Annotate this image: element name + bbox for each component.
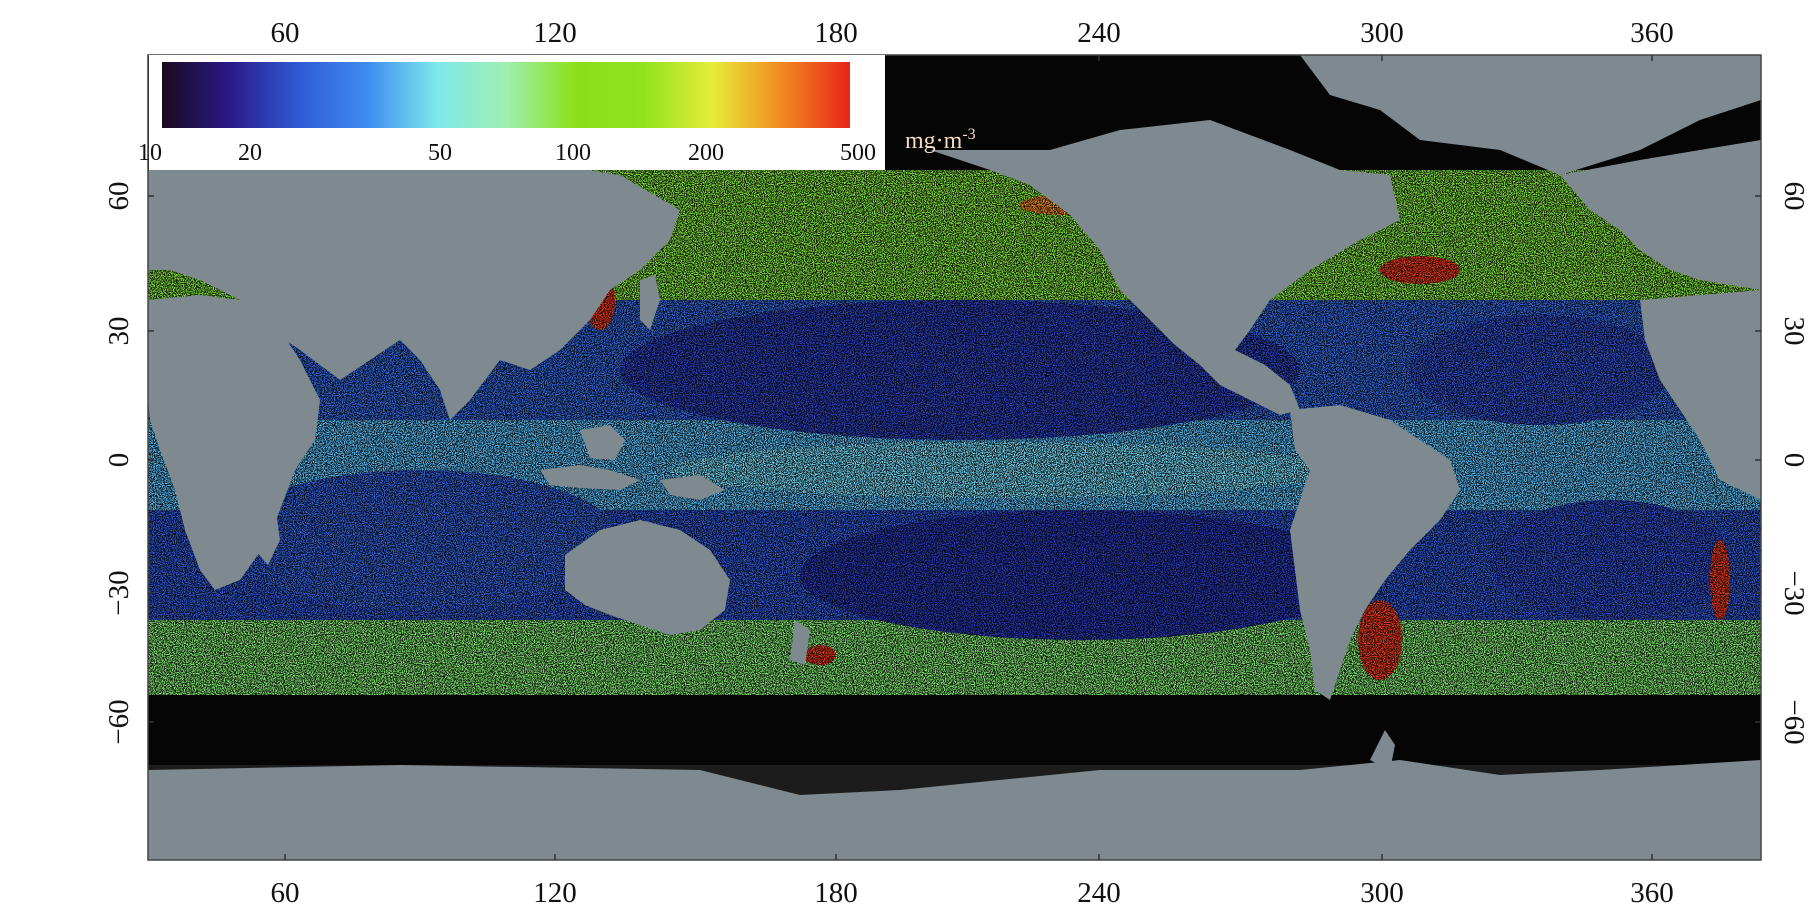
x-tick-label: 180: [814, 17, 858, 49]
x-tick-label: 360: [1630, 877, 1674, 909]
colorbar-tick-label: 50: [428, 140, 452, 166]
new-zealand: [790, 620, 810, 665]
x-axis-top: 60 120 180 240 300 360: [271, 17, 1674, 49]
x-tick-label: 120: [533, 877, 577, 909]
y-axis-right: 60 30 0 −30 −60: [1778, 182, 1809, 745]
borneo: [580, 425, 625, 460]
y-tick-label: −30: [103, 570, 135, 615]
colorbar-legend: 10 20 50 100 200 500 mg·m-3: [138, 55, 976, 170]
y-tick-label: 60: [103, 182, 135, 211]
japan: [640, 275, 660, 330]
colorbar-tick-label: 500: [840, 140, 876, 166]
y-tick-label: 30: [103, 317, 135, 346]
x-tick-label: 120: [533, 17, 577, 49]
antarctic-no-data: [148, 695, 1761, 765]
colorbar-unit: mg·m-3: [905, 126, 976, 154]
madagascar: [255, 505, 280, 565]
antarctic-peninsula: [1370, 730, 1395, 770]
south-america: [1290, 405, 1460, 700]
y-tick-label: 60: [1778, 182, 1809, 211]
new-guinea: [660, 475, 725, 500]
antarctica: [148, 760, 1761, 860]
colorbar-tick-label: 200: [688, 140, 724, 166]
y-tick-label: 0: [1778, 453, 1809, 468]
y-tick-label: 30: [1778, 317, 1809, 346]
colorbar-tick-label: 20: [238, 140, 262, 166]
north-america: [930, 120, 1400, 415]
y-tick-label: 0: [103, 453, 135, 468]
eurasia: [148, 140, 1761, 420]
x-tick-label: 240: [1077, 17, 1121, 49]
greenland: [1300, 55, 1761, 175]
x-tick-label: 240: [1077, 877, 1121, 909]
colorbar-tick-labels: 10 20 50 100 200 500: [138, 140, 876, 166]
y-axis-left: 60 30 0 −30 −60: [103, 182, 135, 745]
x-tick-label: 360: [1630, 17, 1674, 49]
y-tick-label: −30: [1778, 570, 1809, 615]
y-tick-label: −60: [1778, 699, 1809, 744]
land-masses: [148, 55, 1761, 860]
australia: [565, 520, 730, 635]
colorbar-unit-exponent: -3: [962, 126, 975, 143]
x-tick-label: 60: [271, 17, 300, 49]
x-tick-label: 60: [271, 877, 300, 909]
x-axis-bottom: 60 120 180 240 300 360: [271, 877, 1674, 909]
colorbar-gradient: [162, 62, 850, 128]
tick-marks: [148, 55, 1761, 860]
colorbar-tick-label: 100: [555, 140, 591, 166]
x-tick-label: 300: [1360, 877, 1404, 909]
y-tick-label: −60: [103, 699, 135, 744]
map-frame: [147, 54, 1762, 861]
x-tick-label: 180: [814, 877, 858, 909]
map-panel: [148, 55, 1761, 860]
x-tick-label: 300: [1360, 17, 1404, 49]
colorbar-tick-label: 10: [138, 140, 162, 166]
indonesia: [540, 465, 640, 490]
